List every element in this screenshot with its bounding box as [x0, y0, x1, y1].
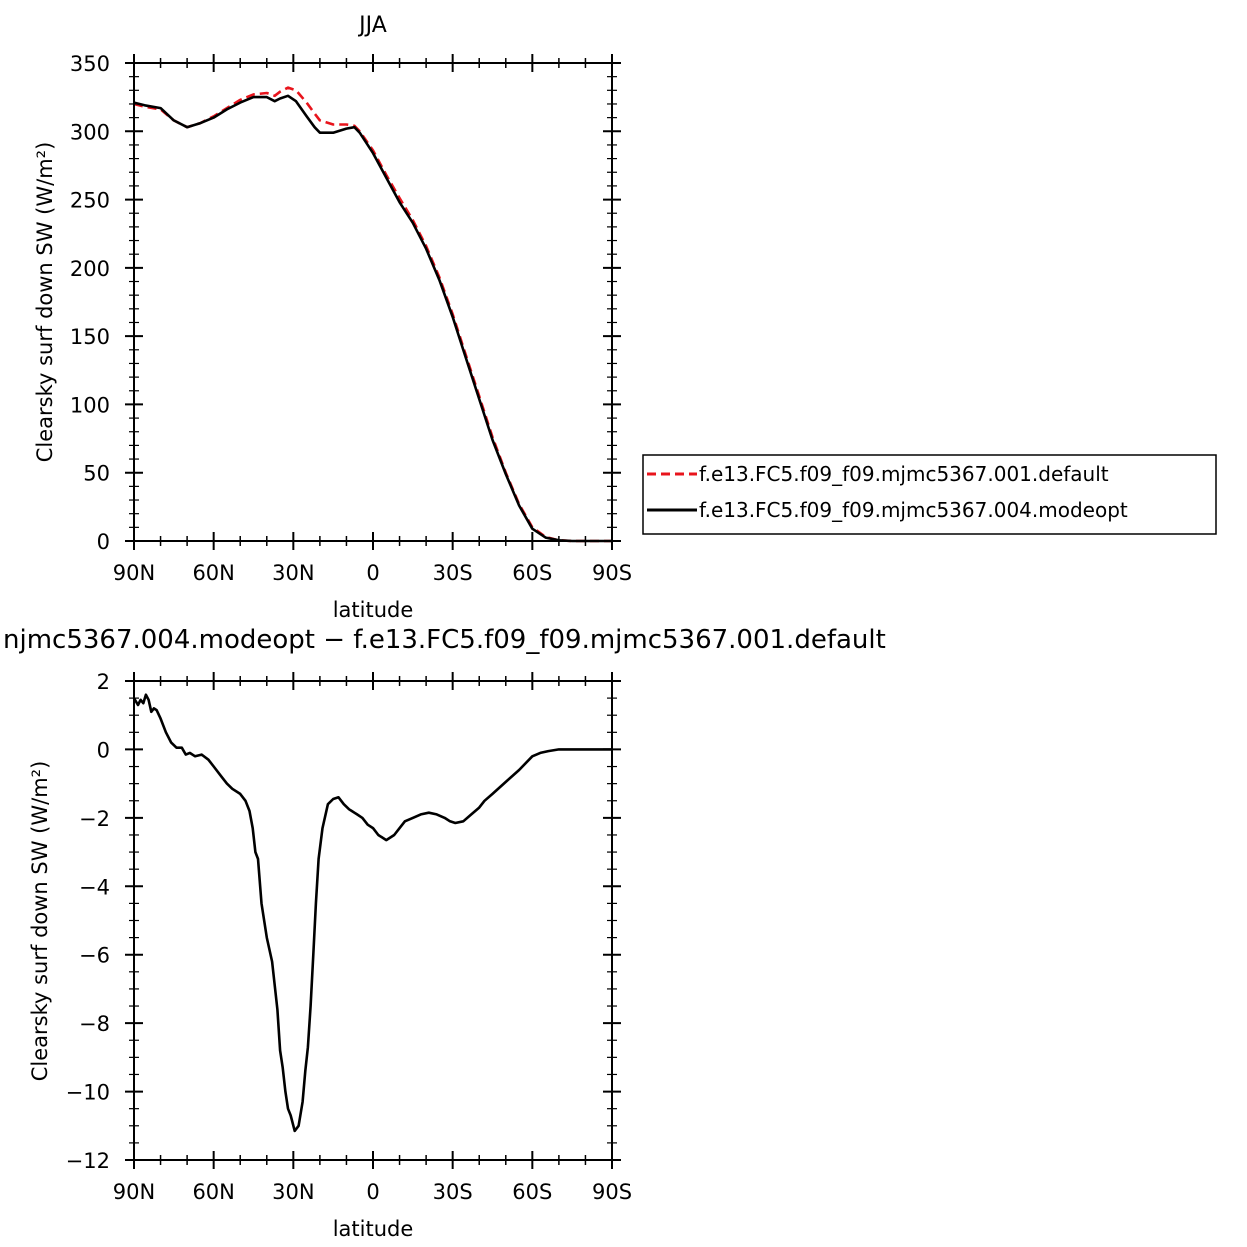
plot-frame	[133, 62, 613, 542]
x-tick-label: 0	[366, 561, 379, 585]
x-tick-label: 90N	[113, 561, 155, 585]
difference-chart: njmc5367.004.modeopt − f.e13.FC5.f09_f09…	[3, 625, 886, 1241]
x-tick-label: 30N	[272, 1180, 314, 1204]
legend: f.e13.FC5.f09_f09.mjmc5367.001.default f…	[642, 454, 1217, 535]
series-line-0	[132, 693, 612, 1133]
y-tick-label: 2	[97, 670, 110, 694]
y-tick-label: 300	[70, 120, 110, 144]
y-axis-title: Clearsky surf down SW (W/m²)	[33, 142, 57, 463]
x-axis-title: latitude	[333, 1217, 414, 1241]
series-line-1	[133, 94, 612, 543]
clearsky-sw-chart: JJA 90N 60N 30N 0 30S 60S 90S 0 50 100 150 200 250 3…	[33, 13, 1217, 622]
x-tick-label: 90S	[592, 561, 632, 585]
y-tick-label: −10	[66, 1081, 110, 1105]
y-tick-label: 250	[70, 189, 110, 213]
x-tick-label: 30S	[433, 561, 473, 585]
y-tick-label: −8	[79, 1012, 110, 1036]
x-tick-labels: 90N 60N 30N 0 30S 60S 90S	[113, 1180, 632, 1204]
y-tick-label: 0	[97, 738, 110, 762]
x-axis-title: latitude	[333, 598, 414, 622]
series-lines	[133, 86, 612, 543]
legend-label-modeopt: f.e13.FC5.f09_f09.mjmc5367.004.modeopt	[699, 498, 1128, 522]
x-tick-labels: 90N 60N 30N 0 30S 60S 90S	[113, 561, 632, 585]
legend-label-default: f.e13.FC5.f09_f09.mjmc5367.001.default	[699, 462, 1109, 486]
x-tick-label: 60N	[192, 1180, 234, 1204]
y-tick-labels: −12 −10 −8 −6 −4 −2 0 2	[66, 670, 110, 1173]
x-tick-label: 90N	[113, 1180, 155, 1204]
x-tick-label: 30N	[272, 561, 314, 585]
axis-ticks	[125, 672, 621, 1169]
y-tick-label: 50	[83, 462, 110, 486]
y-tick-label: −6	[79, 944, 110, 968]
x-tick-label: 30S	[433, 1180, 473, 1204]
x-tick-label: 0	[366, 1180, 379, 1204]
y-tick-label: 150	[70, 325, 110, 349]
difference-chart-title: njmc5367.004.modeopt − f.e13.FC5.f09_f09…	[3, 625, 886, 655]
y-tick-label: 350	[70, 52, 110, 76]
y-tick-label: −4	[79, 875, 110, 899]
y-axis-title: Clearsky surf down SW (W/m²)	[28, 761, 52, 1082]
x-tick-label: 60S	[512, 561, 552, 585]
legend-box	[642, 454, 1217, 535]
y-tick-label: −2	[79, 807, 110, 831]
y-tick-label: −12	[66, 1149, 110, 1173]
x-tick-label: 60N	[192, 561, 234, 585]
x-tick-label: 90S	[592, 1180, 632, 1204]
series-lines	[132, 693, 612, 1133]
y-tick-label: 100	[70, 393, 110, 417]
y-tick-label: 0	[97, 530, 110, 554]
chart-title: JJA	[357, 13, 387, 38]
y-tick-label: 200	[70, 257, 110, 281]
y-tick-labels: 0 50 100 150 200 250 300 350	[70, 52, 110, 554]
x-tick-label: 60S	[512, 1180, 552, 1204]
axis-ticks	[125, 54, 621, 550]
